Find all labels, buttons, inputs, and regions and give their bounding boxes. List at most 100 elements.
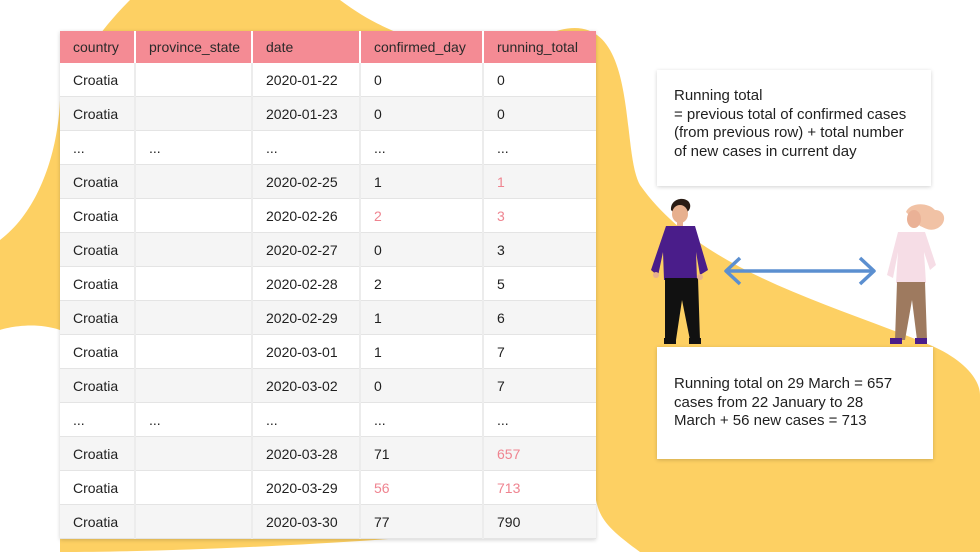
example-note: Running total on 29 March = 657 cases fr…	[657, 347, 933, 459]
cell-date: 2020-01-23	[252, 96, 361, 131]
example-line: March + 56 new cases = 713	[674, 412, 867, 429]
definition-line: of new cases in current day	[674, 142, 857, 160]
cell-confirmed-day: 77	[360, 504, 484, 539]
cell-country: Croatia	[60, 266, 136, 301]
cell-running-total: 1	[483, 164, 596, 199]
cell-running-total: 5	[483, 266, 596, 301]
table-row: Croatia 2020-03-02 0 7	[60, 368, 596, 403]
cell-date: 2020-02-25	[252, 164, 361, 199]
table-header-row: country province_state date confirmed_da…	[60, 31, 596, 63]
table-row: Croatia 2020-01-23 0 0	[60, 96, 596, 131]
cell-date: 2020-01-22	[252, 63, 361, 97]
cell-running-total: 3	[483, 198, 596, 233]
cell-confirmed-day: 2	[360, 198, 484, 233]
cell-date: 2020-03-01	[252, 334, 361, 369]
cell-country: Croatia	[60, 300, 136, 335]
cell-country: Croatia	[60, 164, 136, 199]
table-row: Croatia 2020-02-26 2 3	[60, 198, 596, 233]
definition-line: (from previous row) + total number	[674, 124, 904, 141]
cell-country: Croatia	[60, 504, 136, 539]
table-row: Croatia 2020-02-27 0 3	[60, 232, 596, 267]
cell-province-state: ...	[135, 402, 253, 437]
cell-running-total: 7	[483, 334, 596, 369]
cell-running-total: 6	[483, 300, 596, 335]
cell-running-total: ...	[483, 402, 596, 437]
example-line: cases from 22 January to 28	[674, 393, 864, 411]
cell-province-state: ...	[135, 130, 253, 165]
cell-date: 2020-03-28	[252, 436, 361, 471]
definition-line: = previous total of confirmed cases	[674, 105, 907, 123]
cell-date: 2020-02-28	[252, 266, 361, 301]
double-arrow-icon	[724, 256, 876, 286]
table-row: ...............	[60, 402, 596, 437]
cell-province-state	[135, 504, 253, 539]
cell-running-total: 7	[483, 368, 596, 403]
table-row: Croatia 2020-03-01 1 7	[60, 334, 596, 369]
cell-confirmed-day: 1	[360, 334, 484, 369]
table-row: Croatia 2020-03-28 71 657	[60, 436, 596, 471]
table-row: ...............	[60, 130, 596, 165]
cell-province-state	[135, 96, 253, 131]
definition-note: Running total = previous total of confir…	[657, 70, 931, 186]
table-row: Croatia 2020-01-22 0 0	[60, 63, 596, 97]
cell-country: Croatia	[60, 334, 136, 369]
cell-date: 2020-03-02	[252, 368, 361, 403]
column-header-confirmed-day: confirmed_day	[360, 31, 484, 63]
data-table-container: country province_state date confirmed_da…	[60, 31, 596, 539]
cell-country: ...	[60, 402, 136, 437]
cell-province-state	[135, 436, 253, 471]
cell-country: Croatia	[60, 436, 136, 471]
table-body: Croatia 2020-01-22 0 0 Croatia 2020-01-23 0 0..…	[60, 63, 596, 539]
cell-running-total: 3	[483, 232, 596, 267]
table-row: Croatia 2020-02-29 1 6	[60, 300, 596, 335]
cell-date: 2020-02-29	[252, 300, 361, 335]
cell-province-state	[135, 63, 253, 97]
table-row: Croatia 2020-03-30 77 790	[60, 504, 596, 539]
cell-country: ...	[60, 130, 136, 165]
cell-province-state	[135, 334, 253, 369]
cell-confirmed-day: 0	[360, 63, 484, 97]
cell-running-total: 0	[483, 96, 596, 131]
cell-confirmed-day: 0	[360, 96, 484, 131]
definition-line: Running total	[674, 87, 763, 104]
cell-date: 2020-03-29	[252, 470, 361, 505]
cell-province-state	[135, 164, 253, 199]
cell-date: 2020-02-26	[252, 198, 361, 233]
cell-province-state	[135, 266, 253, 301]
cell-running-total: 0	[483, 63, 596, 97]
cell-country: Croatia	[60, 198, 136, 233]
cell-running-total: 657	[483, 436, 596, 471]
cell-confirmed-day: 1	[360, 300, 484, 335]
table-row: Croatia 2020-02-25 1 1	[60, 164, 596, 199]
cell-confirmed-day: 0	[360, 368, 484, 403]
cell-province-state	[135, 232, 253, 267]
cell-province-state	[135, 300, 253, 335]
cell-date: ...	[252, 130, 361, 165]
cell-confirmed-day: 0	[360, 232, 484, 267]
cell-province-state	[135, 198, 253, 233]
cell-province-state	[135, 368, 253, 403]
cell-country: Croatia	[60, 96, 136, 131]
table-row: Croatia 2020-02-28 2 5	[60, 266, 596, 301]
example-line: Running total on 29 March = 657	[674, 375, 893, 392]
cell-running-total: 790	[483, 504, 596, 539]
cell-confirmed-day: 56	[360, 470, 484, 505]
cell-confirmed-day: ...	[360, 130, 484, 165]
cell-country: Croatia	[60, 63, 136, 97]
cell-date: 2020-03-30	[252, 504, 361, 539]
cell-date: ...	[252, 402, 361, 437]
man-figure-icon	[651, 198, 708, 344]
table-row: Croatia 2020-03-29 56 713	[60, 470, 596, 505]
cell-country: Croatia	[60, 232, 136, 267]
cell-confirmed-day: 71	[360, 436, 484, 471]
cell-confirmed-day: 1	[360, 164, 484, 199]
cell-running-total: 713	[483, 470, 596, 505]
cell-province-state	[135, 470, 253, 505]
column-header-province-state: province_state	[135, 31, 253, 63]
woman-figure-icon	[887, 204, 945, 344]
cell-running-total: ...	[483, 130, 596, 165]
running-total-table: country province_state date confirmed_da…	[60, 31, 596, 539]
column-header-running-total: running_total	[483, 31, 596, 63]
cell-country: Croatia	[60, 368, 136, 403]
